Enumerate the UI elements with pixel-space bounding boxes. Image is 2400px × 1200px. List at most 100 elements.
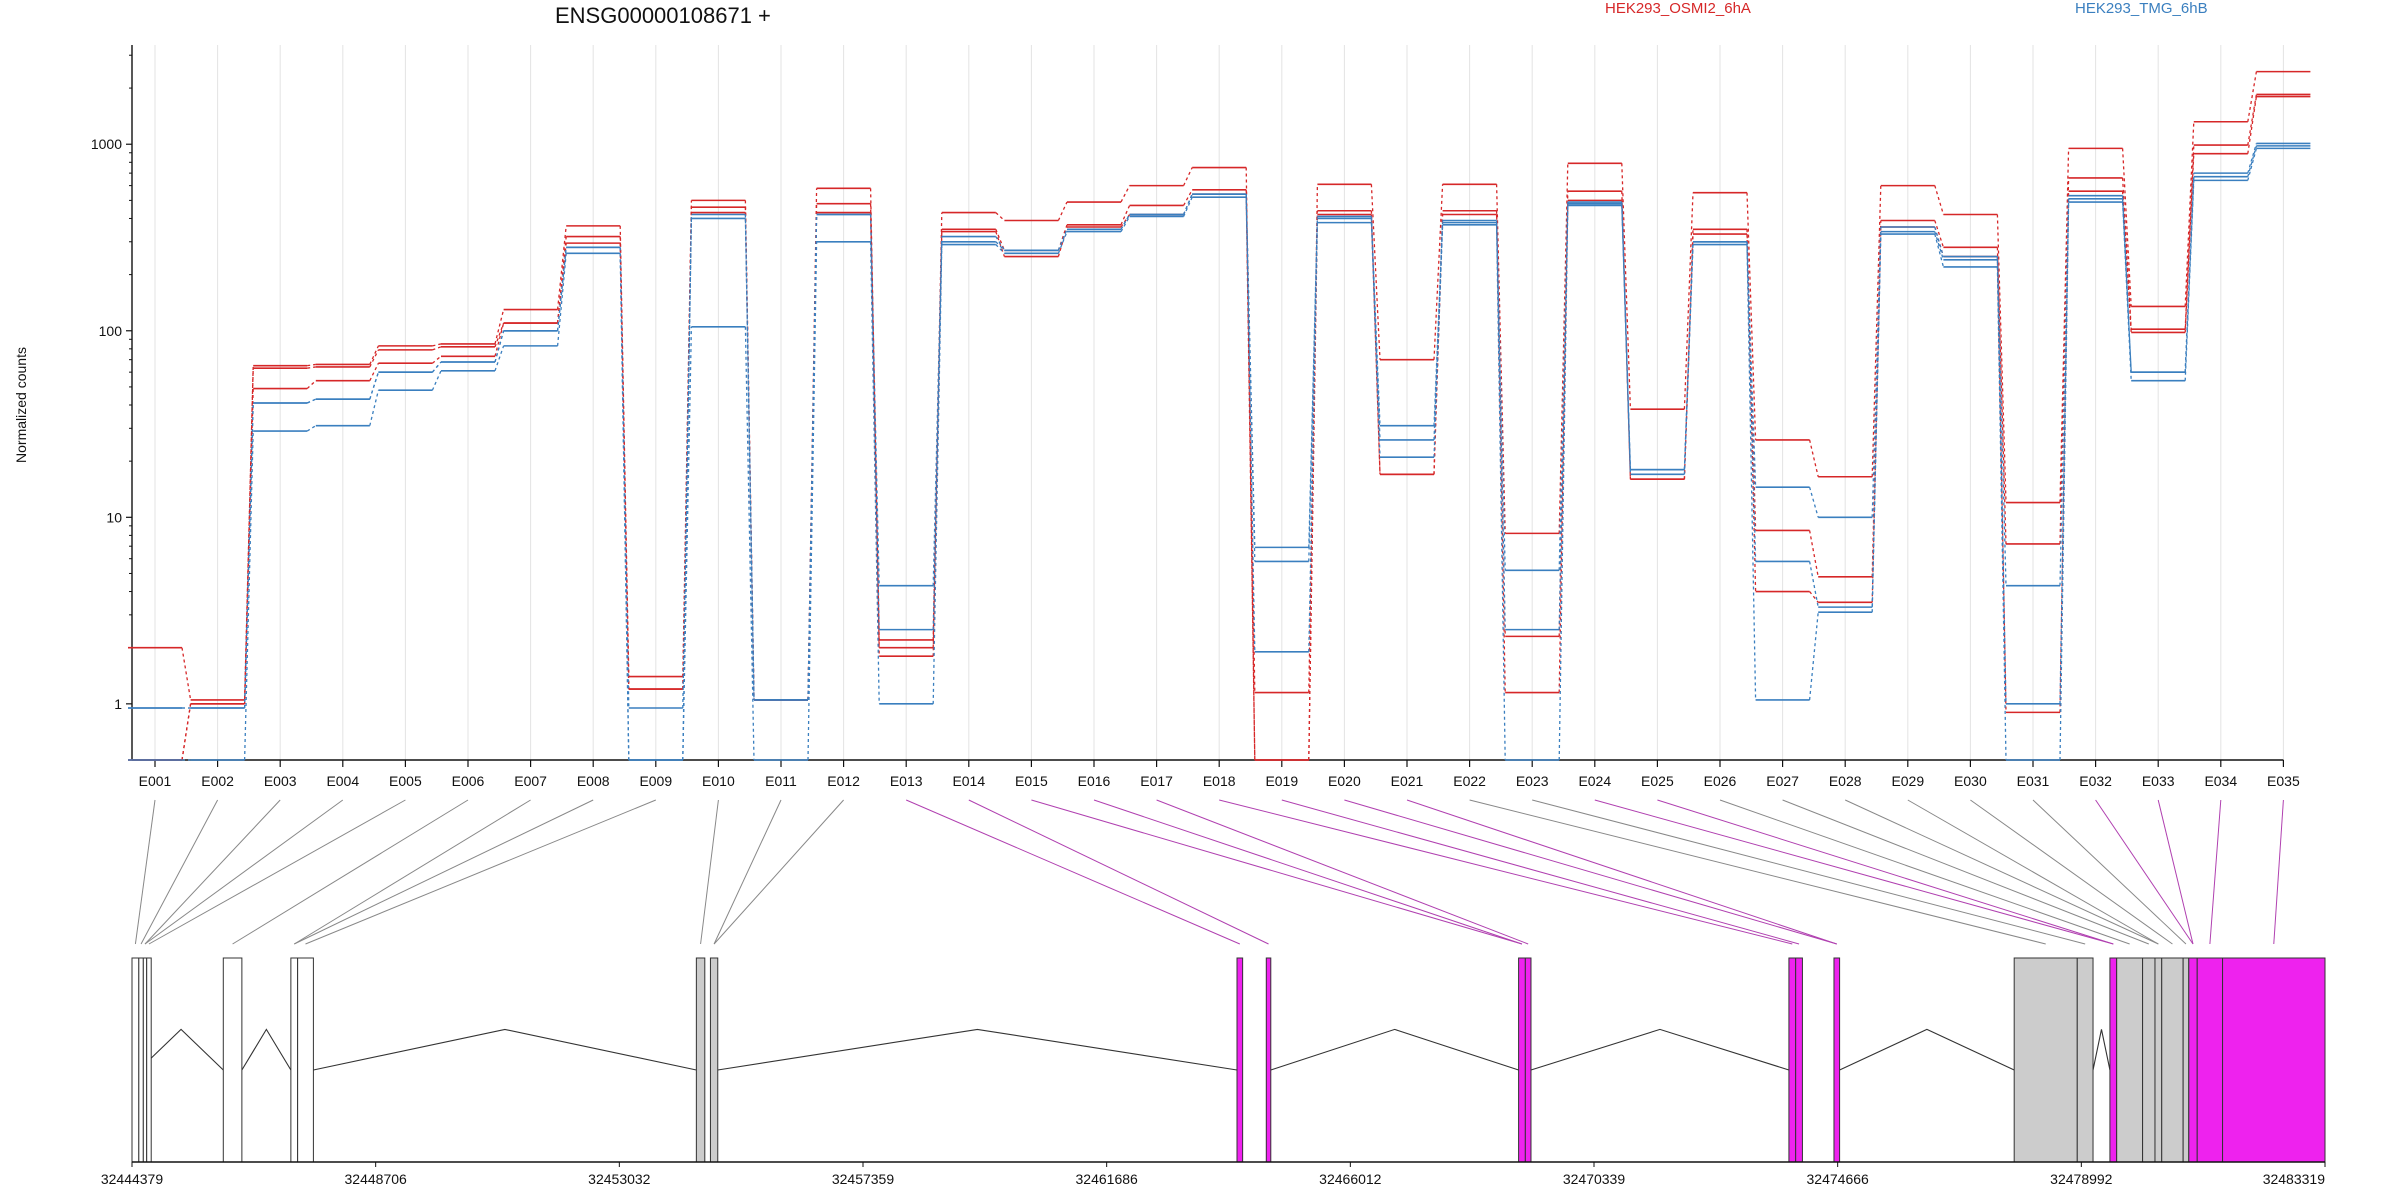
x-axis: E001 E002 E003 E004 E005 E006 E007 E008 E009 E010… xyxy=(132,759,2300,789)
connector-E027 xyxy=(1782,799,2149,945)
connector-E019 xyxy=(1281,799,1800,945)
exon-label-E001: E001 xyxy=(139,773,172,789)
exon-label-E028: E028 xyxy=(1829,773,1862,789)
connector-E030 xyxy=(1970,799,2173,945)
exon-block-24 xyxy=(2182,957,2190,1163)
connector-E015 xyxy=(1031,799,1523,945)
coordinate-axis: 32444379 32448706 32453032 32457359 32461686… xyxy=(101,1161,2326,1187)
exon-block-16 xyxy=(1833,957,1841,1163)
y-tick-label: 100 xyxy=(99,323,123,339)
exon-block-15 xyxy=(1795,957,1803,1163)
exon-label-E027: E027 xyxy=(1766,773,1799,789)
y-tick-label: 10 xyxy=(106,509,122,525)
connector-E028 xyxy=(1844,799,2159,945)
series-1-HEK293_OSMI2_6hA xyxy=(128,70,2311,761)
legend-entry-osmi2: HEK293_OSMI2_6hA xyxy=(1605,0,1751,17)
connector-E005 xyxy=(148,799,406,945)
exon-block-2 xyxy=(138,957,144,1163)
connector-E023 xyxy=(1532,799,2086,945)
exon-block-18 xyxy=(2076,957,2094,1163)
exon-label-E019: E019 xyxy=(1265,773,1298,789)
series-connector-path xyxy=(182,148,2258,761)
exon-block-11 xyxy=(1265,957,1272,1163)
gene-model xyxy=(131,957,2326,1163)
coord-label: 32478992 xyxy=(2050,1171,2113,1187)
exon-label-E031: E031 xyxy=(2017,773,2050,789)
y-tick-label: 1000 xyxy=(91,136,122,152)
connector-E026 xyxy=(1719,799,2130,945)
exon-block-20 xyxy=(2116,957,2144,1163)
exon-block-7 xyxy=(297,957,314,1163)
exon-block-21 xyxy=(2142,957,2156,1163)
connector-E011 xyxy=(713,799,782,945)
exon-block-9 xyxy=(709,957,719,1163)
exon-label-E032: E032 xyxy=(2079,773,2112,789)
connector-E012 xyxy=(713,799,844,945)
series-6-HEK293_TMG_6hB xyxy=(128,147,2311,761)
connector-E033 xyxy=(2157,799,2194,945)
series-connector-path xyxy=(181,71,2258,761)
coord-label: 32474666 xyxy=(1807,1171,1870,1187)
exon-label-E026: E026 xyxy=(1704,773,1737,789)
exon-block-3 xyxy=(142,957,148,1163)
exon-label-E022: E022 xyxy=(1453,773,1486,789)
exon-label-E010: E010 xyxy=(702,773,735,789)
y-axis-label: Normalized counts xyxy=(13,347,29,463)
connector-E017 xyxy=(1156,799,1529,945)
coord-label: 32448706 xyxy=(345,1171,408,1187)
connector-E004 xyxy=(144,799,344,945)
connector-E009 xyxy=(305,799,656,945)
exon-label-E004: E004 xyxy=(326,773,359,789)
coord-label: 32444379 xyxy=(101,1171,164,1187)
exon-block-17 xyxy=(2013,957,2078,1163)
exon-label-E017: E017 xyxy=(1140,773,1173,789)
exon-label-E020: E020 xyxy=(1328,773,1361,789)
exon-block-4 xyxy=(146,957,152,1163)
y-tick-label: 1 xyxy=(114,696,122,712)
exon-block-12 xyxy=(1518,957,1526,1163)
connector-E001 xyxy=(134,799,156,945)
connector-E025 xyxy=(1657,799,2114,945)
exon-label-E034: E034 xyxy=(2204,773,2237,789)
connector-E008 xyxy=(294,799,594,945)
exon-label-E014: E014 xyxy=(952,773,985,789)
connector-E010 xyxy=(700,799,719,945)
exon-block-19 xyxy=(2109,957,2118,1163)
connector-E021 xyxy=(1406,799,1837,945)
exon-block-5 xyxy=(222,957,243,1163)
connector-E007 xyxy=(293,799,531,945)
coord-label: 32470339 xyxy=(1563,1171,1626,1187)
connector-E016 xyxy=(1093,799,1523,945)
y-axis: 1 10 100 1000 xyxy=(91,45,133,760)
exon-block-22 xyxy=(2154,957,2163,1163)
exon-label-E033: E033 xyxy=(2142,773,2175,789)
exon-block-13 xyxy=(1524,957,1532,1163)
connector-E006 xyxy=(232,799,469,945)
exon-label-E021: E021 xyxy=(1391,773,1424,789)
exon-label-E018: E018 xyxy=(1203,773,1236,789)
gridlines xyxy=(154,45,2284,760)
exon-label-E013: E013 xyxy=(890,773,923,789)
exon-block-23 xyxy=(2161,957,2184,1163)
legend-entry-tmg: HEK293_TMG_6hB xyxy=(2075,0,2208,17)
connector-E024 xyxy=(1594,799,2114,945)
exon-label-E024: E024 xyxy=(1578,773,1611,789)
exon-label-E007: E007 xyxy=(514,773,547,789)
coord-label: 32483319 xyxy=(2263,1171,2326,1187)
exon-label-E009: E009 xyxy=(639,773,672,789)
connector-E029 xyxy=(1907,799,2159,945)
exon-block-8 xyxy=(695,957,706,1163)
connector-E034 xyxy=(2209,799,2222,945)
coord-label: 32457359 xyxy=(832,1171,895,1187)
connector-E013 xyxy=(906,799,1241,945)
connector-E002 xyxy=(140,799,219,945)
connector-E014 xyxy=(968,799,1269,945)
connector-E020 xyxy=(1344,799,1837,945)
coord-label: 32466012 xyxy=(1319,1171,1382,1187)
exon-label-E035: E035 xyxy=(2267,773,2300,789)
exon-label-E029: E029 xyxy=(1891,773,1924,789)
exon-block-14 xyxy=(1788,957,1797,1163)
exon-label-E023: E023 xyxy=(1516,773,1549,789)
exon-block-10 xyxy=(1236,957,1244,1163)
exon-block-25 xyxy=(2188,957,2198,1163)
